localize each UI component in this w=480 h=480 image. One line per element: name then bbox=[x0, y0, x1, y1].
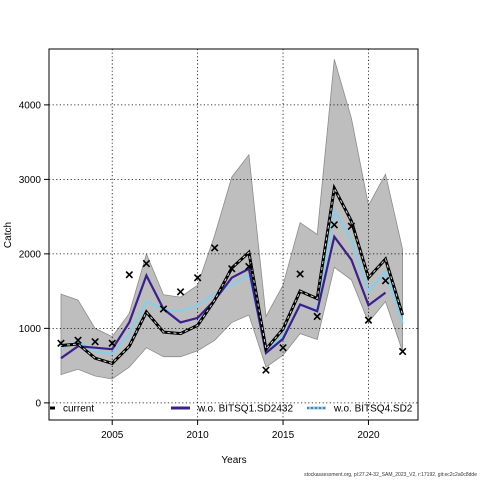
observed-point-2018 bbox=[330, 221, 339, 229]
axes: 2005 2010 2015 2020 0 1000 2000 3000 4000 bbox=[19, 100, 380, 441]
observed-point-2013 bbox=[245, 262, 253, 271]
y-axis-label: Catch bbox=[3, 222, 14, 248]
observed-point-2009 bbox=[176, 288, 185, 296]
observed-point-2017 bbox=[313, 312, 321, 321]
y-tick-label-4000: 4000 bbox=[19, 100, 42, 111]
plot-frame bbox=[48, 48, 419, 421]
observed-point-2005 bbox=[108, 339, 116, 348]
y-tick-label-0: 0 bbox=[35, 398, 41, 409]
legend-label-bitsq4: w.o. BITSQ4.SD2 bbox=[333, 404, 413, 415]
observed-point-2003 bbox=[74, 336, 82, 345]
observed-point-2006 bbox=[125, 270, 134, 279]
observed-point-2015 bbox=[279, 343, 287, 352]
x-tick-label-2005: 2005 bbox=[101, 430, 124, 441]
y-tick-label-1000: 1000 bbox=[19, 324, 42, 335]
observed-point-2019 bbox=[347, 222, 356, 231]
series-line-bitsq1 bbox=[60, 234, 387, 360]
x-axis-label: Years bbox=[221, 455, 246, 466]
legend-label-bitsq1: w.o. BITSQ1.SD2432 bbox=[197, 404, 293, 415]
plot-area bbox=[49, 49, 418, 420]
observed-point-2010 bbox=[193, 273, 202, 282]
observed-point-2016 bbox=[296, 270, 304, 278]
series-line-bitsq4 bbox=[60, 207, 404, 355]
observed-point-2002 bbox=[57, 339, 65, 348]
y-tick-label-2000: 2000 bbox=[19, 249, 42, 260]
x-tick-label-2015: 2015 bbox=[272, 430, 295, 441]
observed-point-2007 bbox=[142, 259, 151, 268]
observed-point-2022 bbox=[398, 347, 407, 356]
observed-point-2004 bbox=[91, 338, 99, 346]
observed-point-2014 bbox=[262, 366, 270, 374]
legend: current w.o. BITSQ1.SD2432 w.o. BITSQ4.SD2 bbox=[50, 404, 413, 415]
observed-point-2020 bbox=[364, 316, 373, 324]
observed-point-2008 bbox=[159, 305, 168, 313]
observed-point-2012 bbox=[228, 265, 236, 273]
observed-point-2021 bbox=[381, 276, 390, 285]
y-tick-label-3000: 3000 bbox=[19, 175, 42, 186]
x-tick-label-2020: 2020 bbox=[357, 430, 380, 441]
legend-label-current: current bbox=[63, 404, 94, 415]
footer-text: stockassessment.org, pl:27.24-32_SAM_202… bbox=[304, 472, 477, 478]
observed-point-2011 bbox=[210, 244, 219, 252]
x-tick-label-2010: 2010 bbox=[187, 430, 210, 441]
